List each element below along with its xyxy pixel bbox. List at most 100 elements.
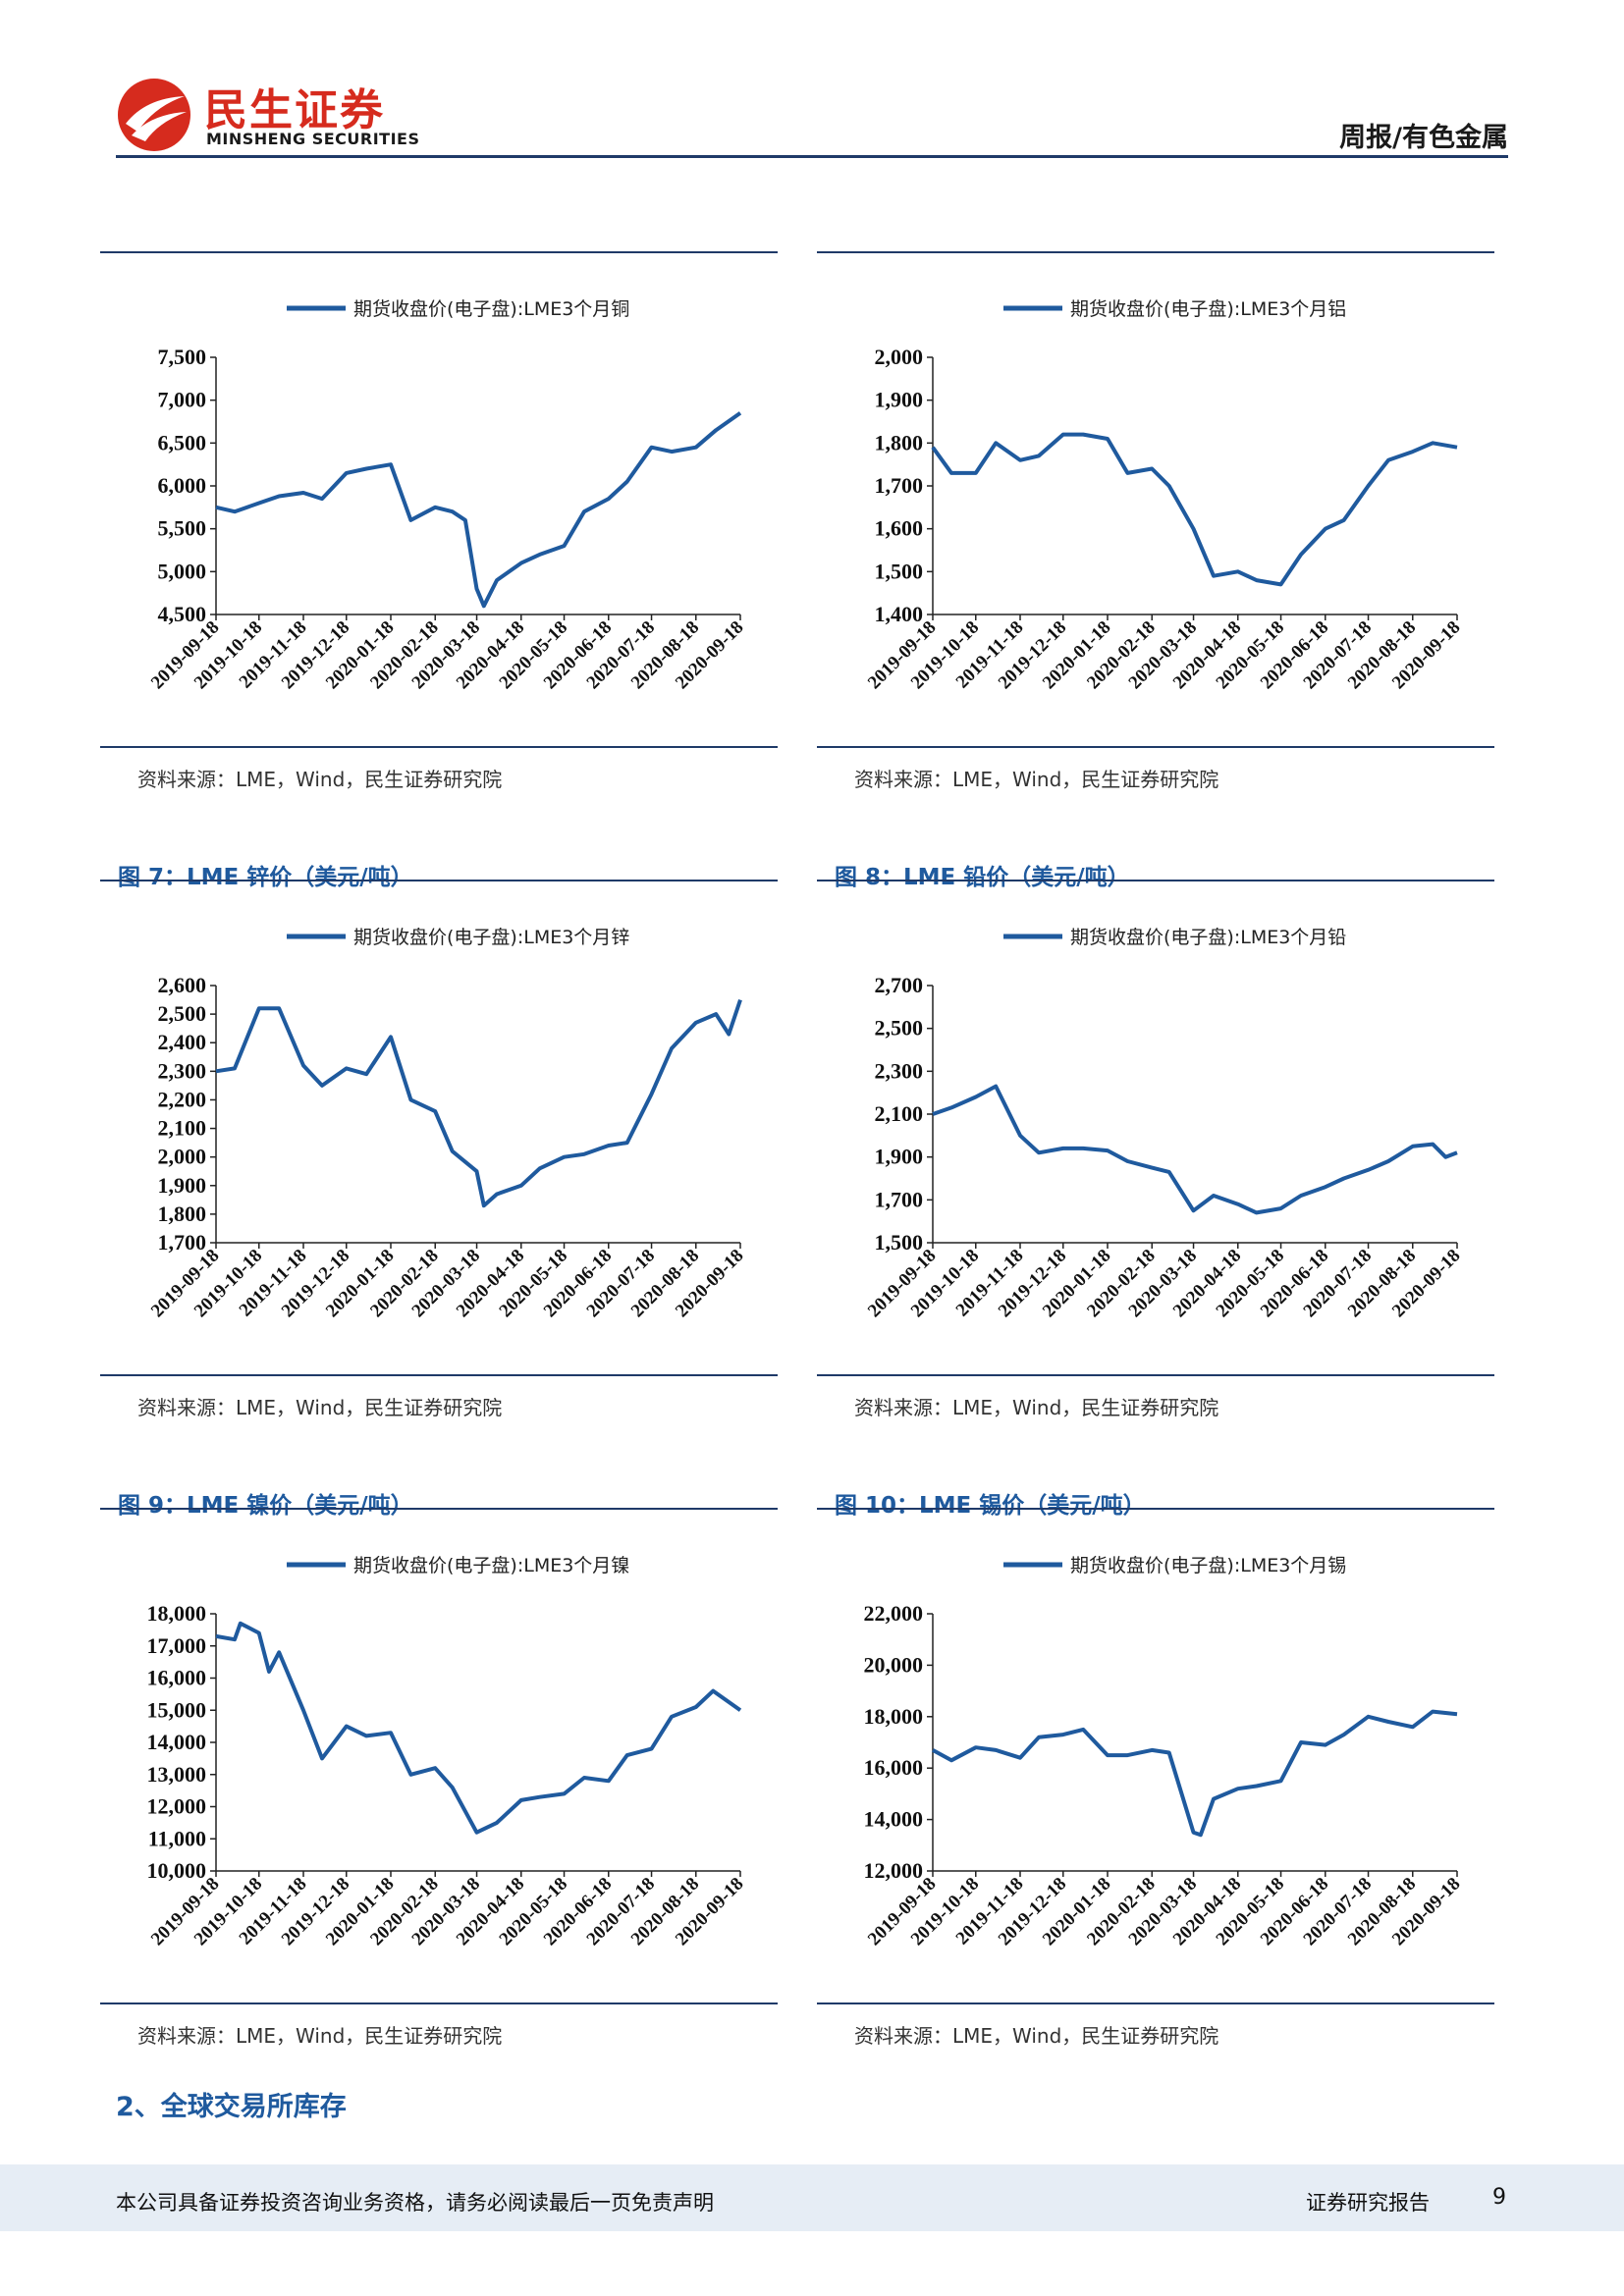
chart-panel-copper: 期货收盘价(电子盘):LME3个月铜 4,500 5,000 5,500 6,000 6,… bbox=[100, 251, 778, 791]
y-tick-label: 14,000 bbox=[147, 1730, 207, 1754]
figure-top-rule bbox=[100, 880, 778, 881]
y-tick-label: 1,700 bbox=[158, 1230, 207, 1255]
figure-bottom-rule bbox=[817, 2002, 1494, 2004]
legend-label: 期货收盘价(电子盘):LME3个月铜 bbox=[353, 298, 629, 320]
y-tick-label: 2,500 bbox=[875, 1016, 924, 1041]
series-line bbox=[932, 1084, 1458, 1215]
y-tick-label: 22,000 bbox=[864, 1601, 924, 1626]
y-tick-label: 1,900 bbox=[158, 1173, 207, 1198]
figure-top-rule bbox=[817, 1508, 1494, 1510]
report-category: 周报/有色金属 bbox=[1339, 123, 1508, 153]
y-tick-label: 16,000 bbox=[147, 1666, 207, 1690]
y-tick-label: 2,300 bbox=[158, 1058, 207, 1083]
source-note: 资料来源：LME，Wind，民生证券研究院 bbox=[854, 768, 1219, 791]
series-line bbox=[932, 1709, 1458, 1838]
series-line bbox=[215, 998, 742, 1208]
y-tick-label: 18,000 bbox=[147, 1601, 207, 1626]
y-tick-label: 10,000 bbox=[147, 1858, 207, 1883]
source-note: 资料来源：LME，Wind，民生证券研究院 bbox=[137, 768, 503, 791]
source-note: 资料来源：LME，Wind，民生证券研究院 bbox=[854, 1396, 1219, 1419]
y-tick-label: 1,800 bbox=[158, 1201, 207, 1226]
logo-english-name: MINSHENG SECURITIES bbox=[206, 130, 420, 148]
y-tick-label: 4,500 bbox=[158, 602, 207, 626]
y-tick-label: 7,500 bbox=[158, 345, 207, 369]
line-chart: 期货收盘价(电子盘):LME3个月镍 10,000 11,000 12,000 13,0… bbox=[147, 1555, 748, 1949]
y-tick-label: 6,500 bbox=[158, 430, 207, 454]
y-tick-label: 2,100 bbox=[158, 1116, 207, 1141]
y-tick-label: 1,900 bbox=[875, 1145, 924, 1169]
figure-top-rule bbox=[100, 251, 778, 253]
footer-bar bbox=[0, 2164, 1624, 2231]
y-tick-label: 1,700 bbox=[875, 473, 924, 498]
figure-title: 图 7：LME 锌价（美元/吨） bbox=[118, 865, 413, 890]
y-tick-label: 5,500 bbox=[158, 516, 207, 541]
figure-title: 图 9：LME 镍价（美元/吨） bbox=[118, 1493, 413, 1519]
legend-label: 期货收盘价(电子盘):LME3个月镍 bbox=[353, 1555, 629, 1576]
y-tick-label: 2,700 bbox=[875, 973, 924, 997]
y-tick-label: 1,700 bbox=[875, 1187, 924, 1211]
footer-disclaimer: 本公司具备证券投资咨询业务资格，请务必阅读最后一页免责声明 bbox=[116, 2191, 714, 2215]
series-line bbox=[215, 1621, 742, 1835]
line-chart: 期货收盘价(电子盘):LME3个月铜 4,500 5,000 5,500 6,000 6,… bbox=[147, 298, 748, 693]
line-chart: 期货收盘价(电子盘):LME3个月锡 12,000 14,000 16,000 18,0… bbox=[864, 1555, 1465, 1949]
y-tick-label: 2,200 bbox=[158, 1087, 207, 1111]
header-divider bbox=[116, 155, 1508, 158]
legend-label: 期货收盘价(电子盘):LME3个月铝 bbox=[1070, 298, 1346, 320]
y-tick-label: 18,000 bbox=[864, 1704, 924, 1729]
chart-panel-zinc: 图 7：LME 锌价（美元/吨） 期货收盘价(电子盘):LME3个月锌 1,700 1… bbox=[100, 865, 778, 1419]
figure-bottom-rule bbox=[817, 1374, 1494, 1376]
series-line bbox=[931, 432, 1458, 587]
y-tick-label: 1,400 bbox=[875, 602, 924, 626]
source-note: 资料来源：LME，Wind，民生证券研究院 bbox=[137, 2024, 503, 2048]
figure-bottom-rule bbox=[100, 2002, 778, 2004]
source-note: 资料来源：LME，Wind，民生证券研究院 bbox=[854, 2024, 1219, 2048]
y-tick-label: 1,500 bbox=[875, 1230, 924, 1255]
y-tick-label: 14,000 bbox=[864, 1807, 924, 1832]
figure-title: 图 10：LME 锡价（美元/吨） bbox=[835, 1493, 1146, 1519]
y-tick-label: 1,900 bbox=[875, 388, 924, 412]
series-line bbox=[215, 411, 742, 609]
legend-label: 期货收盘价(电子盘):LME3个月铅 bbox=[1070, 927, 1346, 948]
y-tick-label: 11,000 bbox=[148, 1826, 206, 1850]
minsheng-logo-icon bbox=[118, 79, 190, 151]
y-tick-label: 2,400 bbox=[158, 1030, 207, 1054]
y-tick-label: 1,800 bbox=[875, 430, 924, 454]
line-chart: 期货收盘价(电子盘):LME3个月铝 1,400 1,500 1,600 1,700 1,… bbox=[864, 298, 1465, 693]
figure-bottom-rule bbox=[100, 1374, 778, 1376]
y-tick-label: 6,000 bbox=[158, 473, 207, 498]
y-tick-label: 2,600 bbox=[158, 973, 207, 997]
y-tick-label: 2,000 bbox=[158, 1145, 207, 1169]
y-tick-label: 2,100 bbox=[875, 1101, 924, 1126]
figure-top-rule bbox=[100, 1508, 778, 1510]
figure-top-rule bbox=[817, 880, 1494, 881]
chart-panel-aluminum: 期货收盘价(电子盘):LME3个月铝 1,400 1,500 1,600 1,700 1,… bbox=[817, 251, 1494, 791]
source-note: 资料来源：LME，Wind，民生证券研究院 bbox=[137, 1396, 503, 1419]
page-number: 9 bbox=[1492, 2185, 1506, 2210]
line-chart: 期货收盘价(电子盘):LME3个月锌 1,700 1,800 1,900 2,000 2,… bbox=[147, 927, 748, 1321]
y-tick-label: 2,300 bbox=[875, 1058, 924, 1083]
logo-chinese-name: 民生证券 bbox=[204, 85, 385, 135]
y-tick-label: 2,000 bbox=[875, 345, 924, 369]
chart-panel-nickel: 图 9：LME 镍价（美元/吨） 期货收盘价(电子盘):LME3个月镍 10,000… bbox=[100, 1493, 778, 2048]
section-heading: 2、全球交易所库存 bbox=[116, 2092, 347, 2122]
legend-label: 期货收盘价(电子盘):LME3个月锌 bbox=[353, 927, 629, 948]
y-tick-label: 1,500 bbox=[875, 559, 924, 583]
legend-label: 期货收盘价(电子盘):LME3个月锡 bbox=[1070, 1555, 1346, 1576]
y-tick-label: 17,000 bbox=[147, 1633, 207, 1658]
y-tick-label: 15,000 bbox=[147, 1697, 207, 1722]
y-tick-label: 7,000 bbox=[158, 388, 207, 412]
figure-title: 图 8：LME 铅价（美元/吨） bbox=[835, 865, 1130, 890]
y-tick-label: 2,500 bbox=[158, 1001, 207, 1026]
y-tick-label: 13,000 bbox=[147, 1762, 207, 1787]
y-tick-label: 1,600 bbox=[875, 516, 924, 541]
chart-panel-tin: 图 10：LME 锡价（美元/吨） 期货收盘价(电子盘):LME3个月锡 12,00… bbox=[817, 1493, 1494, 2048]
y-tick-label: 12,000 bbox=[147, 1794, 207, 1819]
chart-panel-lead: 图 8：LME 铅价（美元/吨） 期货收盘价(电子盘):LME3个月铅 1,500 1… bbox=[817, 865, 1494, 1419]
line-chart: 期货收盘价(电子盘):LME3个月铅 1,500 1,700 1,900 2,100 2,… bbox=[864, 927, 1465, 1321]
footer-report-type: 证券研究报告 bbox=[1306, 2191, 1430, 2215]
figure-bottom-rule bbox=[817, 746, 1494, 748]
figure-bottom-rule bbox=[100, 746, 778, 748]
y-tick-label: 12,000 bbox=[864, 1858, 924, 1883]
y-tick-label: 16,000 bbox=[864, 1755, 924, 1780]
y-tick-label: 20,000 bbox=[864, 1652, 924, 1677]
